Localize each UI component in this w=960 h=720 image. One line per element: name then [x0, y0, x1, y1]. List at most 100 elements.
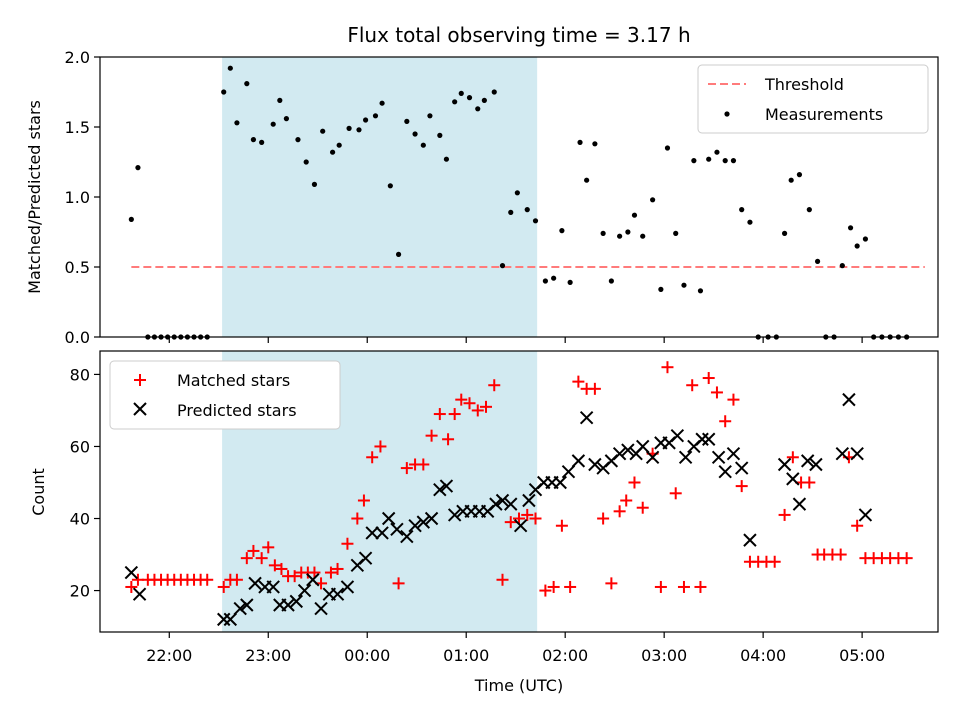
matched-star-point — [392, 577, 405, 590]
predicted-star-point — [718, 464, 732, 479]
matched-star-point — [710, 386, 723, 399]
matched-star-point — [217, 580, 230, 593]
measurement-point — [681, 282, 687, 288]
matched-star-point — [654, 580, 667, 593]
measurement-point — [499, 263, 506, 269]
measurement-point — [283, 116, 290, 122]
measurement-point — [412, 131, 418, 137]
chart-title: Flux total observing time = 3.17 h — [347, 23, 690, 47]
matched-star-point — [735, 480, 748, 493]
predicted-star-point — [124, 565, 139, 580]
predicted-star-point — [612, 446, 627, 461]
predicted-star-point — [522, 493, 536, 508]
predicted-star-point — [734, 461, 749, 475]
matched-star-point — [240, 552, 253, 565]
predicted-star-point — [439, 479, 454, 493]
matched-star-point — [597, 512, 610, 525]
predicted-star-point — [306, 573, 320, 587]
matched-star-point — [230, 573, 243, 586]
measurement-point — [329, 149, 336, 155]
measurement-point — [311, 181, 318, 187]
top-legend-box — [697, 64, 929, 134]
predicted-star-point — [297, 583, 312, 598]
bottom-panel: 20 40 60 80 22:00 23:00 00:00 01:00 02:00 03:00 04… — [29, 350, 939, 695]
measurement-point — [658, 286, 664, 292]
predicted-star-point — [504, 497, 518, 511]
matched-star-point — [504, 516, 517, 529]
predicted-star-point — [678, 450, 693, 464]
predicted-star-point — [842, 392, 856, 407]
measurement-point — [475, 106, 481, 112]
y-tick-label: 80 — [70, 365, 90, 384]
predicted-star-point — [561, 464, 576, 479]
matched-star-point — [661, 361, 674, 374]
matched-star-point — [201, 573, 214, 586]
predicted-star-point — [390, 522, 404, 537]
matched-star-point — [702, 372, 715, 385]
predicted-star-point — [375, 526, 389, 540]
matched-star-point — [357, 494, 370, 507]
matched-star-point — [496, 573, 509, 586]
matched-star-point — [605, 577, 618, 590]
matched-star-point — [374, 440, 387, 453]
matched-star-point — [613, 505, 626, 518]
measurement-point — [277, 97, 283, 103]
measurement-point — [395, 251, 402, 257]
measurement-point — [781, 230, 788, 236]
predicted-star-point — [792, 497, 807, 511]
measurement-point — [664, 145, 671, 151]
matched-star-point — [539, 584, 552, 597]
matched-star-point — [455, 393, 468, 406]
matched-star-point — [719, 415, 732, 428]
predicted-star-point — [365, 526, 379, 540]
measurement-point — [592, 141, 598, 147]
measurement-point — [551, 275, 557, 281]
x-tick-label: 05:00 — [839, 646, 885, 665]
predicted-star-point — [621, 443, 635, 457]
predicted-star-point — [743, 533, 757, 547]
measurement-point — [608, 278, 614, 284]
measurement-point — [584, 177, 590, 183]
matched-star-point — [255, 552, 268, 565]
predicted-star-point — [281, 598, 295, 612]
measurements-legend-label: Measurements — [765, 105, 883, 124]
matched-star-point — [572, 375, 585, 388]
predicted-star-point — [489, 497, 503, 511]
predicted-star-point — [233, 601, 247, 616]
measurement-point — [443, 156, 450, 162]
measurement-point — [466, 95, 473, 101]
matched-star-point — [324, 566, 337, 579]
predicted-star-point — [400, 529, 414, 544]
predicted-star-point — [588, 457, 602, 472]
predicted-star-point — [800, 454, 815, 468]
predicted-star-point — [571, 454, 586, 468]
matched-star-point — [778, 508, 791, 521]
measurement-point — [532, 218, 539, 224]
measurement-point — [234, 120, 240, 126]
measurement-point — [788, 177, 794, 183]
matched-star-point — [268, 559, 281, 572]
measurement-point — [420, 142, 426, 148]
predicted-star-point — [358, 551, 373, 565]
x-tick-label: 01:00 — [443, 646, 489, 665]
measurement-point — [514, 190, 520, 196]
predicted-star-point — [726, 446, 741, 461]
predicted-star-point — [645, 450, 660, 464]
measurement-point — [854, 243, 860, 249]
measurement-point — [847, 225, 854, 231]
y-tick-label: 40 — [70, 510, 90, 529]
bottom-legend: Matched stars Predicted stars — [109, 360, 341, 430]
measurement-point — [387, 183, 393, 189]
predicted-star-point — [340, 580, 355, 594]
bottom-y-axis-label: Count — [29, 468, 48, 516]
matched-star-point — [417, 458, 430, 471]
predicted-star-point — [809, 457, 823, 472]
predicted-star-point — [240, 598, 254, 612]
matched-legend-label: Matched stars — [177, 371, 290, 390]
measurement-point — [221, 89, 227, 95]
matched-legend-swatch — [134, 374, 146, 386]
matched-star-point — [588, 382, 601, 395]
x-tick-label: 23:00 — [245, 646, 291, 665]
measurement-point — [244, 81, 250, 87]
measurement-point — [625, 229, 631, 235]
